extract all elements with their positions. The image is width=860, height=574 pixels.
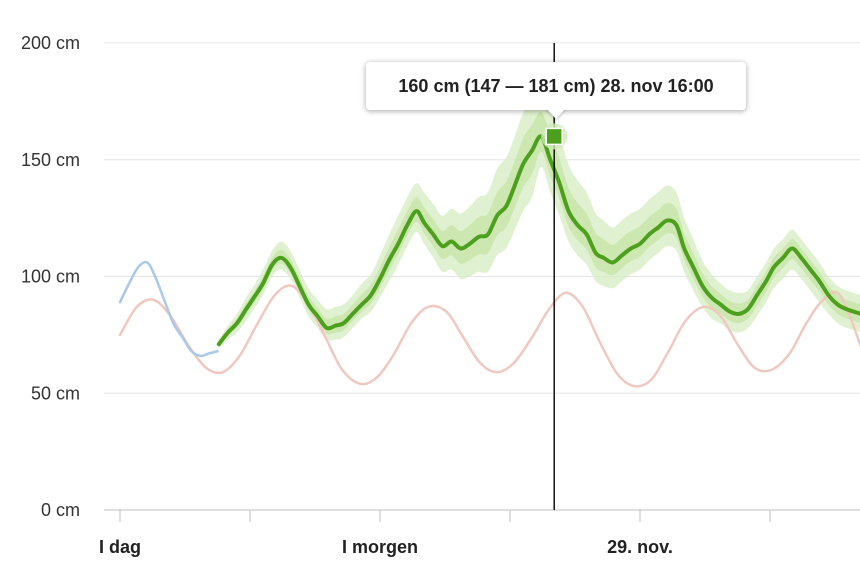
y-tick-label: 150 cm xyxy=(21,150,80,170)
y-tick-label: 50 cm xyxy=(31,383,80,403)
grid-lines xyxy=(104,42,860,394)
observed-line xyxy=(118,260,219,358)
x-tick-label: 29. nov. xyxy=(607,537,673,557)
x-axis: I dag I morgen 29. nov. xyxy=(99,509,860,557)
crosshair-layer xyxy=(541,43,568,510)
x-tick-label: I dag xyxy=(99,537,141,557)
y-axis-labels: 0 cm 50 cm 100 cm 150 cm 200 cm xyxy=(21,33,80,520)
tide-line xyxy=(118,284,860,388)
y-tick-label: 100 cm xyxy=(21,267,80,287)
series-lines xyxy=(118,134,860,388)
tooltip-pointer xyxy=(546,108,566,119)
x-tick-label: I morgen xyxy=(342,537,418,557)
y-tick-label: 0 cm xyxy=(41,500,80,520)
highlight-point xyxy=(545,127,563,146)
forecast-line xyxy=(216,134,860,347)
value-tooltip: 160 cm (147 — 181 cm) 28. nov 16:00 xyxy=(366,62,746,110)
forecast-range-bands xyxy=(218,87,860,349)
forecast-range-inner xyxy=(218,111,860,347)
y-tick-label: 200 cm xyxy=(21,33,80,53)
